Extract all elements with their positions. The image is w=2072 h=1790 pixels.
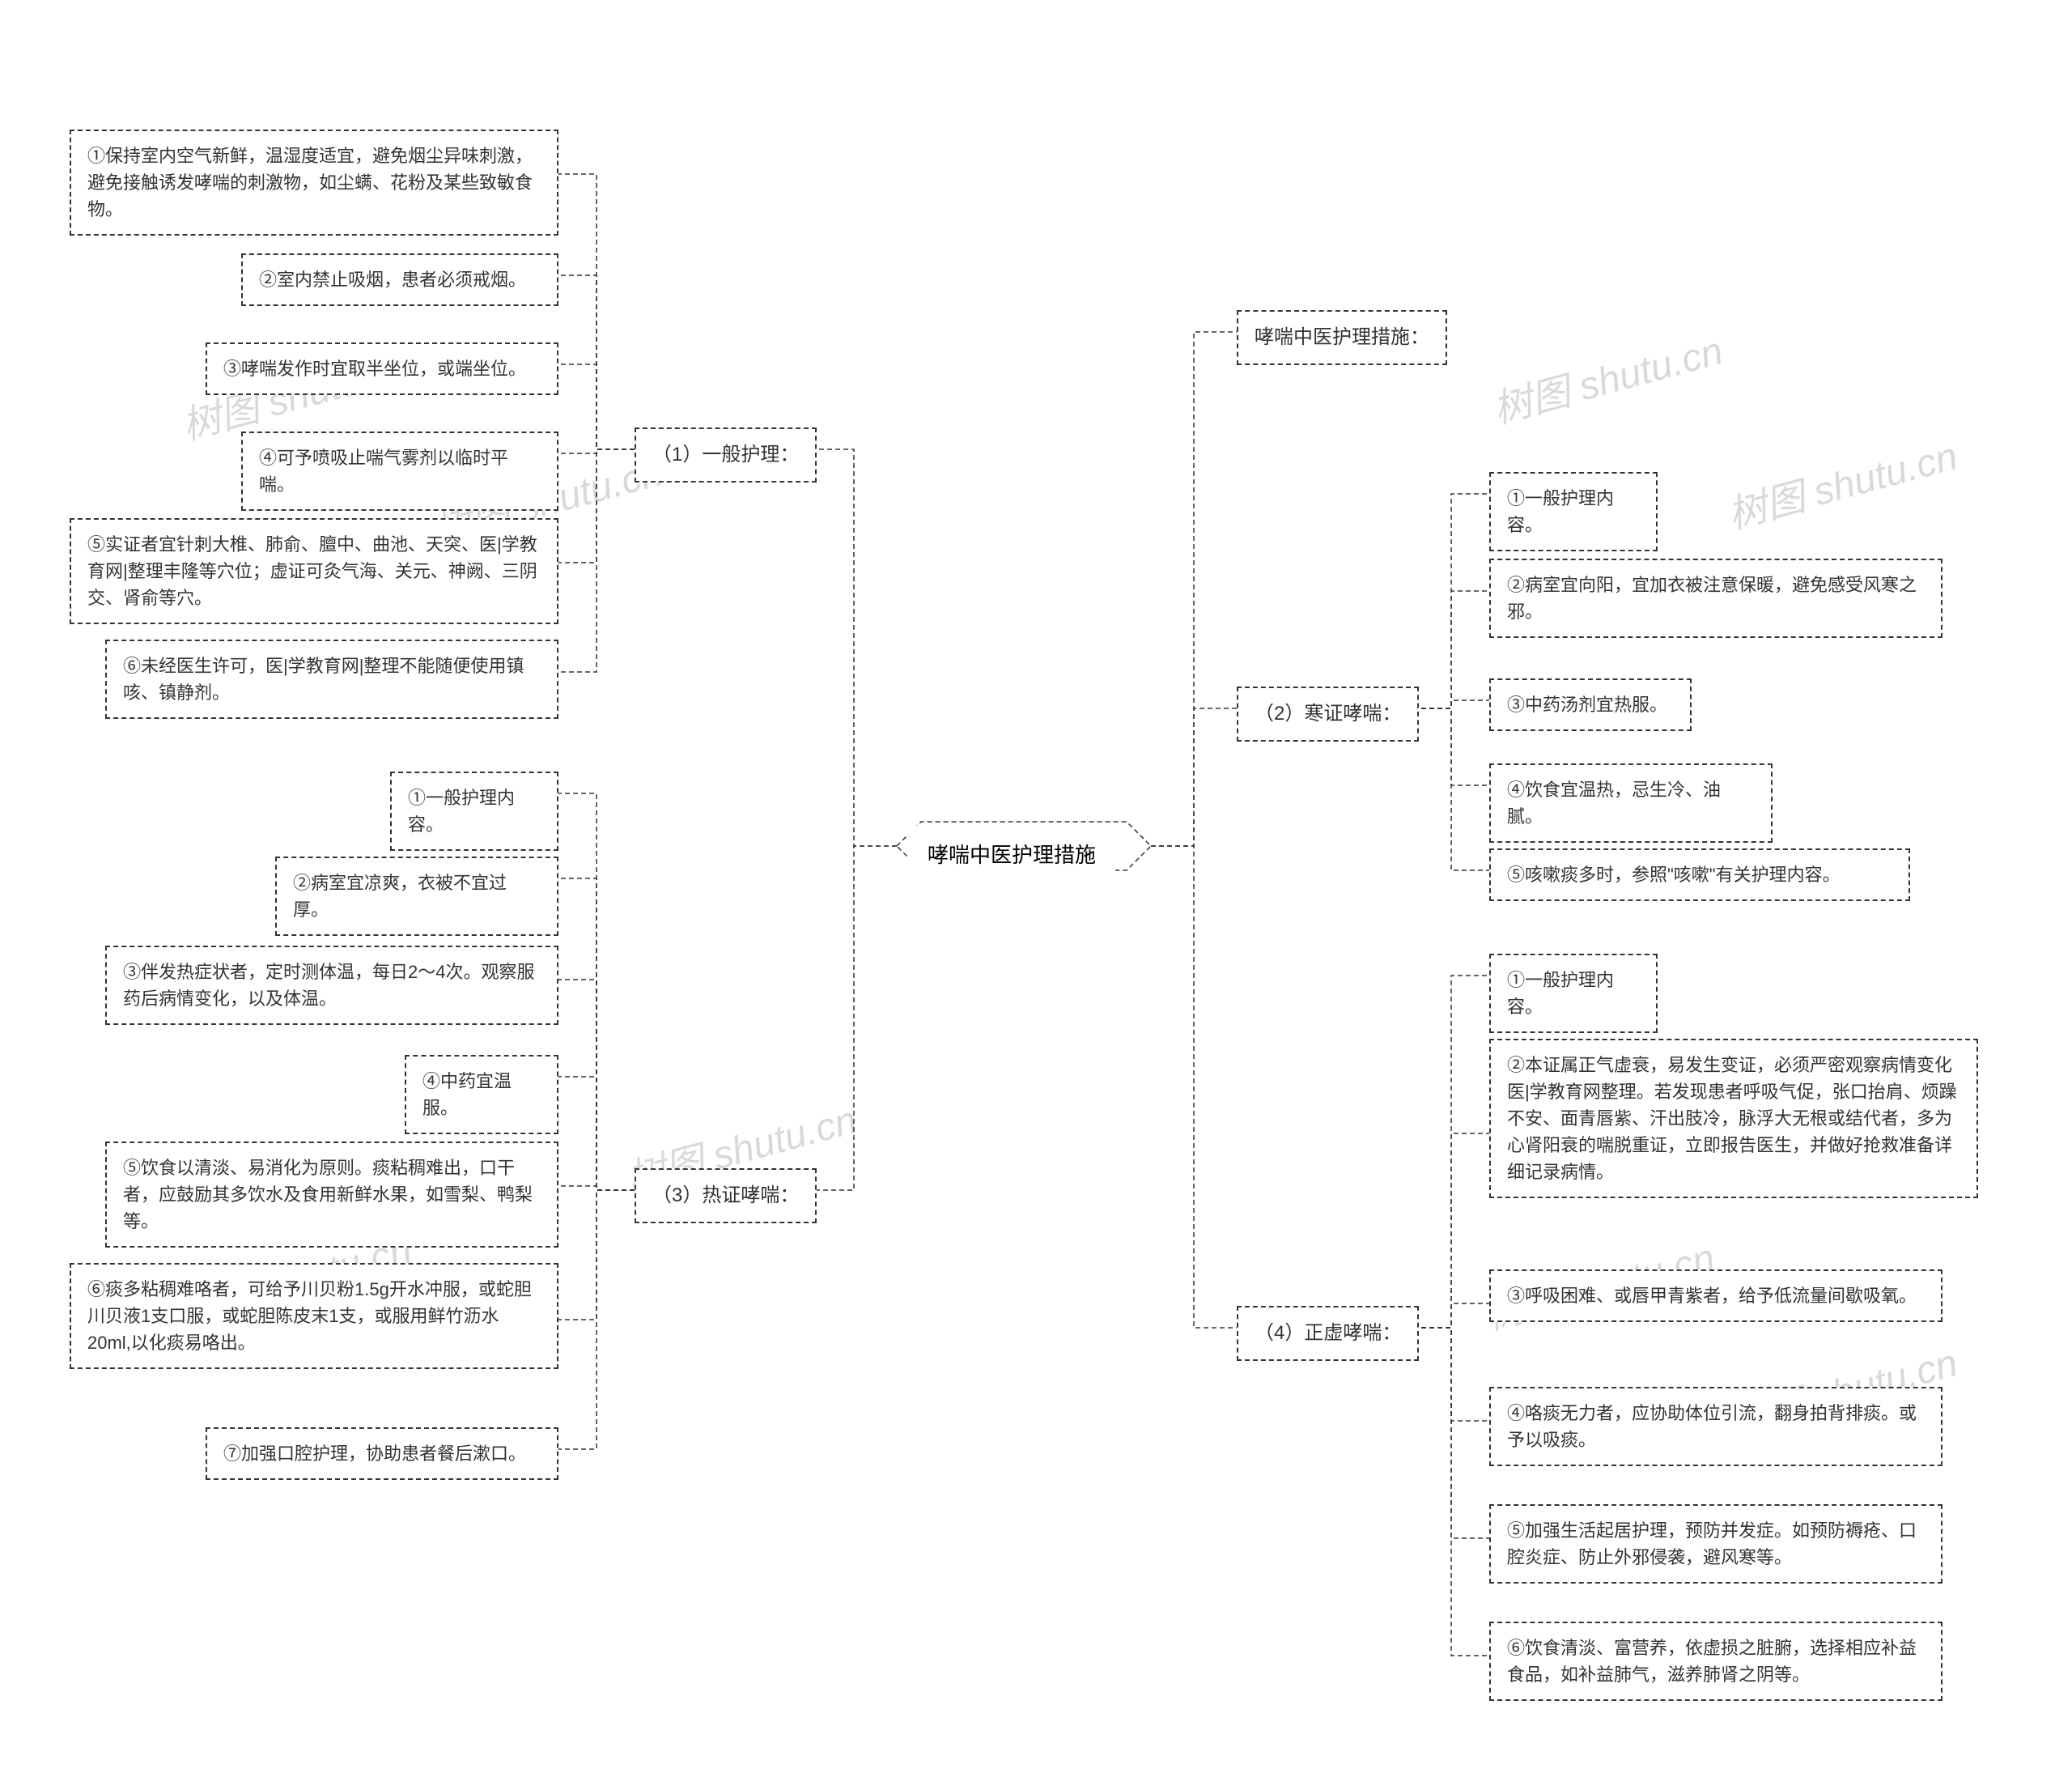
- leaf-1-5: ⑤实证者宜针刺大椎、肺俞、膻中、曲池、天突、医|学教育网|整理丰隆等穴位；虚证可…: [70, 518, 558, 624]
- branch-cold-asthma: （2）寒证哮喘：: [1237, 687, 1419, 742]
- branch-tcm-measures: 哮喘中医护理措施：: [1237, 310, 1447, 365]
- leaf-3-2: ②病室宜凉爽，衣被不宜过厚。: [275, 857, 558, 936]
- leaf-3-3: ③伴发热症状者，定时测体温，每日2～4次。观察服药后病情变化，以及体温。: [105, 946, 558, 1025]
- leaf-5-2: ②本证属正气虚衰，易发生变证，必须严密观察病情变化医|学教育网整理。若发现患者呼…: [1489, 1039, 1978, 1198]
- leaf-3-5: ⑤饮食以清淡、易消化为原则。痰粘稠难出，口干者，应鼓励其多饮水及食用新鲜水果，如…: [105, 1142, 558, 1248]
- leaf-5-1: ①一般护理内容。: [1489, 954, 1658, 1033]
- watermark: 树图 shutu.cn: [1486, 319, 1728, 435]
- leaf-4-3: ③中药汤剂宜热服。: [1489, 678, 1692, 731]
- leaf-5-4: ④咯痰无力者，应协助体位引流，翻身拍背排痰。或予以吸痰。: [1489, 1387, 1942, 1466]
- leaf-3-7: ⑦加强口腔护理，协助患者餐后漱口。: [206, 1427, 558, 1480]
- watermark: 树图 shutu.cn: [1721, 424, 1963, 540]
- leaf-1-3: ③哮喘发作时宜取半坐位，或端坐位。: [206, 342, 558, 395]
- leaf-3-6: ⑥痰多粘稠难咯者，可给予川贝粉1.5g开水冲服，或蛇胆川贝液1支口服，或蛇胆陈皮…: [70, 1263, 558, 1369]
- leaf-5-5: ⑤加强生活起居护理，预防并发症。如预防褥疮、口腔炎症、防止外邪侵袭，避风寒等。: [1489, 1504, 1942, 1584]
- leaf-5-6: ⑥饮食清淡、富营养，依虚损之脏腑，选择相应补益食品，如补益肺气，滋养肺肾之阴等。: [1489, 1622, 1942, 1701]
- root-node: 哮喘中医护理措施: [908, 826, 1115, 882]
- leaf-4-5: ⑤咳嗽痰多时，参照"咳嗽"有关护理内容。: [1489, 848, 1910, 901]
- leaf-3-1: ①一般护理内容。: [390, 772, 558, 851]
- leaf-5-3: ③呼吸困难、或唇甲青紫者，给予低流量间歇吸氧。: [1489, 1269, 1942, 1322]
- branch-general-nursing: （1）一般护理：: [635, 427, 817, 483]
- leaf-1-4: ④可予喷吸止喘气雾剂以临时平喘。: [241, 432, 558, 511]
- leaf-4-2: ②病室宜向阳，宜加衣被注意保暖，避免感受风寒之邪。: [1489, 559, 1942, 638]
- leaf-1-6: ⑥未经医生许可，医|学教育网|整理不能随便使用镇咳、镇静剂。: [105, 640, 558, 719]
- branch-heat-asthma: （3）热证哮喘：: [635, 1168, 817, 1223]
- leaf-1-1: ①保持室内空气新鲜，温湿度适宜，避免烟尘异味刺激，避免接触诱发哮喘的刺激物，如尘…: [70, 130, 558, 236]
- leaf-4-1: ①一般护理内容。: [1489, 472, 1658, 551]
- leaf-4-4: ④饮食宜温热，忌生冷、油腻。: [1489, 763, 1773, 843]
- leaf-1-2: ②室内禁止吸烟，患者必须戒烟。: [241, 253, 558, 306]
- leaf-3-4: ④中药宜温服。: [405, 1055, 558, 1134]
- branch-deficiency-asthma: （4）正虚哮喘：: [1237, 1306, 1419, 1361]
